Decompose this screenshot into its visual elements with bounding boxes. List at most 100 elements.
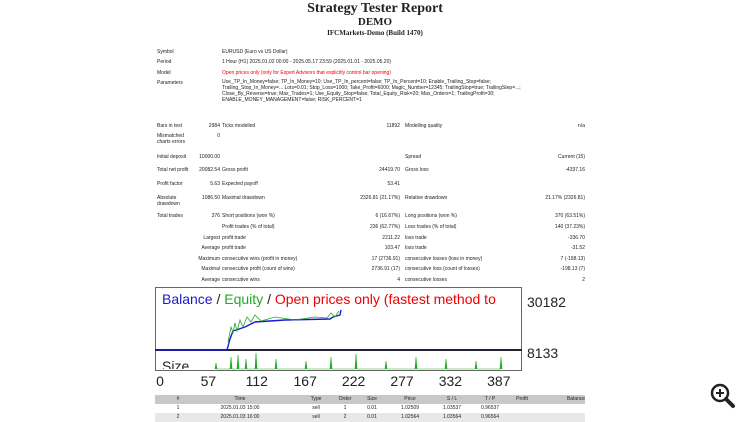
x-label: 167: [293, 373, 317, 389]
zoom-plus: [716, 389, 724, 397]
result-cell: Modelling quality: [405, 123, 443, 129]
result-cell: 5.63: [210, 181, 220, 187]
result-cell: consecutive loss (count of losses): [405, 266, 480, 272]
result-cell: loss trade: [405, 245, 427, 251]
result-cell: -198.13 (7): [560, 266, 585, 272]
table-header: S / L: [446, 396, 458, 402]
result-cell: 2: [582, 277, 585, 283]
table-row: [155, 413, 585, 422]
result-cell: -336.70: [568, 235, 585, 241]
result-cell: 7 (-198.13): [560, 256, 585, 262]
table-cell: 0.01: [367, 414, 377, 420]
table-cell: sell: [312, 414, 320, 420]
x-label: 222: [341, 373, 366, 389]
legend-item: Balance: [162, 291, 213, 307]
setting-value: EURUSD (Euro vs US Dollar): [222, 49, 288, 55]
result-cell: consecutive wins: [222, 277, 260, 283]
result-cell: 6 (16.67%): [375, 213, 400, 219]
result-cell: 376: [211, 213, 220, 219]
x-label: 112: [245, 373, 268, 389]
result-cell: 0: [217, 133, 220, 139]
setting-label: Symbol: [157, 49, 174, 55]
result-cell: Absolute drawdown: [157, 195, 180, 207]
table-cell: 1.02509: [400, 405, 420, 411]
table-cell: 0.96564: [480, 414, 500, 420]
setting-label: Parameters: [157, 80, 183, 86]
result-cell: 1086.50: [201, 195, 220, 201]
table-cell: 1.02564: [400, 414, 420, 420]
table-cell: 2: [343, 414, 347, 420]
y-label: 8133: [527, 345, 559, 361]
result-cell: 4: [397, 277, 400, 283]
table-cell: 2025.01.03 15:00: [220, 405, 260, 411]
setting-label: Period: [157, 59, 172, 65]
result-cell: n/a: [578, 123, 585, 129]
result-cell: Average: [201, 277, 220, 283]
table-cell: 2: [176, 414, 180, 420]
result-cell: Maximal: [201, 266, 220, 272]
result-cell: 2736.91 (17): [371, 266, 400, 272]
result-cell: 11892: [386, 123, 400, 129]
zoom-button[interactable]: [708, 381, 736, 409]
chart-frame: [155, 287, 522, 371]
setting-value: 1 Hour (H1) 2025.01.02 00:00 - 2025.05.1…: [222, 59, 392, 65]
result-cell: 53.41: [387, 181, 400, 187]
result-cell: Largest: [203, 235, 220, 241]
result-cell: Long positions (won %): [405, 213, 457, 219]
result-cell: Maximum: [198, 256, 220, 262]
report-title: Strategy Tester Report: [307, 1, 443, 16]
result-cell: Total trades: [157, 213, 183, 219]
result-cell: Spread: [405, 154, 422, 160]
table-cell: 1.03564: [442, 414, 462, 420]
result-cell: Maximal drawdown: [222, 195, 265, 201]
result-cell: profit trade: [222, 245, 246, 251]
result-cell: consecutive losses (loss in money): [405, 256, 483, 262]
setting-value: Use_TP_In_Money=false; TP_In_Money=10; U…: [222, 79, 521, 103]
result-cell: Relative drawdown: [405, 195, 448, 201]
result-cell: consecutive wins (profit in money): [222, 256, 298, 262]
table-cell: 1: [343, 405, 347, 411]
zoom-handle: [724, 397, 735, 408]
x-label: 277: [390, 373, 414, 389]
table-cell: 1: [176, 405, 180, 411]
result-cell: Profit trades (% of total): [222, 224, 275, 230]
legend-item: /: [216, 291, 221, 307]
result-cell: -4337.16: [565, 167, 585, 173]
result-cell: Current (15): [558, 154, 585, 160]
table-header: Profit: [516, 396, 528, 402]
y-label: 30182: [527, 294, 566, 310]
table-cell: 2025.01.03 16:00: [220, 414, 260, 420]
server: IFCMarkets-Demo (Build 1470): [327, 29, 423, 37]
result-cell: 17 (2736.91): [371, 256, 400, 262]
result-cell: 21.17% (2326.81): [545, 195, 585, 201]
size-bars: [214, 352, 503, 370]
table-header: T / P: [484, 396, 496, 402]
table-row: [155, 404, 585, 413]
legend-item: Equity: [224, 291, 264, 307]
result-cell: Profit factor: [157, 181, 183, 187]
legend-item: /: [267, 291, 271, 307]
table-cell: 1.03537: [442, 405, 462, 411]
size-label: Size: [162, 358, 190, 369]
result-cell: Gross loss: [405, 167, 429, 173]
table-header: Order: [338, 396, 352, 402]
result-cell: 2326.81 (21.17%): [360, 195, 400, 201]
result-cell: Ticks modelled: [222, 123, 256, 129]
result-cell: profit trade: [222, 235, 246, 241]
table-cell: 0.96537: [480, 405, 500, 411]
x-label: 0: [156, 373, 164, 389]
result-cell: consecutive profit (count of wins): [222, 266, 295, 272]
result-cell: 24419.70: [379, 167, 400, 173]
table-header: Time: [234, 396, 246, 402]
x-label: 57: [200, 373, 217, 389]
table-header: Size: [367, 396, 377, 402]
result-cell: Initial deposit: [157, 154, 187, 160]
result-cell: -31.52: [570, 245, 585, 251]
balance-chart: [155, 287, 522, 371]
table-header: Type: [310, 396, 322, 402]
table-row: [155, 395, 585, 404]
result-cell: Loss trades (% of total): [405, 224, 457, 230]
result-cell: 370 (63.51%): [554, 213, 585, 219]
result-cell: Short positions (won %): [222, 213, 275, 219]
